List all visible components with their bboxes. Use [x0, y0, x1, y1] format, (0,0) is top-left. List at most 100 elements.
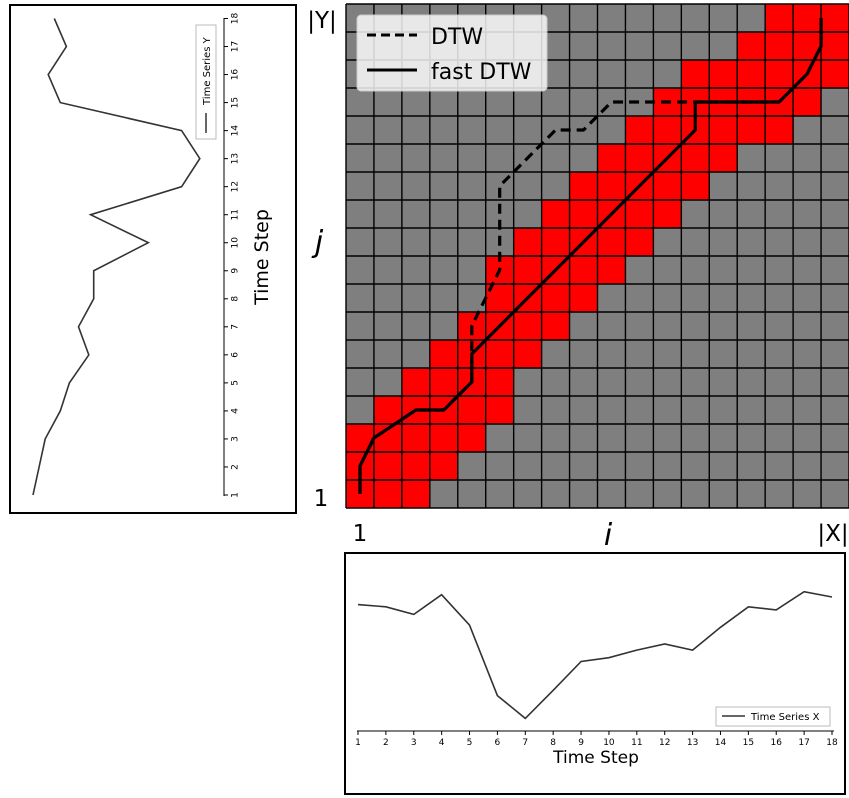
window-cell [429, 424, 458, 452]
matrix-y-start-label: 1 [314, 486, 329, 512]
window-cell [793, 88, 822, 116]
warping-paths [358, 18, 823, 494]
window-cell [429, 340, 458, 368]
window-cell [597, 144, 626, 172]
x-tick-label: 15 [743, 738, 754, 748]
x-tick-label: 9 [578, 738, 584, 748]
window-cell [401, 452, 430, 480]
window-cell [737, 60, 766, 88]
y-tick-label: 1 [231, 492, 241, 498]
time-series-y-legend-label: Time Series Y [202, 36, 213, 106]
window-cell [765, 116, 794, 144]
window-cell [485, 368, 514, 396]
y-tick-label: 11 [231, 209, 241, 220]
matrix-y-end-label: |Y| [307, 8, 337, 34]
x-tick-label: 1 [355, 738, 361, 748]
matrix-x-label: i [604, 518, 613, 553]
y-tick-label: 4 [231, 408, 241, 414]
y-tick-label: 17 [231, 41, 241, 52]
time-series-x-legend-label: Time Series X [750, 712, 820, 723]
window-cell [709, 144, 738, 172]
window-cell [513, 256, 542, 284]
window-cell [541, 284, 570, 312]
window-cell [569, 172, 598, 200]
window-cell [793, 4, 822, 32]
matrix-x-end-label: |X| [817, 521, 848, 547]
window-cell [765, 60, 794, 88]
window-cell [485, 396, 514, 424]
matrix-x-start-label: 1 [353, 521, 368, 547]
time-series-y-axis-label: Time Step [251, 209, 273, 306]
dtw-cost-matrix: DTW fast DTW |Y| j 1 1 i |X| [307, 3, 849, 553]
y-tick-label: 18 [231, 13, 241, 25]
window-cell [597, 172, 626, 200]
x-tick-label: 14 [715, 738, 727, 748]
x-tick-label: 12 [659, 738, 670, 748]
window-cell [821, 60, 849, 88]
x-tick-label: 16 [771, 738, 783, 748]
time-series-x-axis-label: Time Step [552, 748, 639, 768]
time-series-x-panel: 1 2 3 4 5 6 7 8 9 10 11 12 13 14 15 16 17 18 Time Step Ti… [344, 552, 846, 795]
y-tick-label: 6 [231, 352, 241, 358]
x-tick-label: 8 [550, 738, 556, 748]
window-cell [513, 340, 542, 368]
y-tick-label: 14 [231, 125, 241, 137]
window-cell [513, 228, 542, 256]
window-cell [737, 116, 766, 144]
window-cell [625, 228, 654, 256]
x-tick-label: 5 [467, 738, 473, 748]
window-cell [429, 368, 458, 396]
y-tick-label: 16 [231, 69, 241, 81]
window-cell [681, 60, 710, 88]
window-cell [401, 368, 430, 396]
window-cell [373, 396, 402, 424]
x-tick-label: 13 [687, 738, 698, 748]
window-cell [765, 4, 794, 32]
y-tick-label: 8 [231, 296, 241, 302]
y-tick-label: 13 [231, 153, 241, 164]
window-cell [485, 340, 514, 368]
y-tick-label: 3 [231, 436, 241, 442]
time-series-y-line [32, 18, 201, 496]
y-tick-label: 5 [231, 380, 241, 386]
x-tick-label: 18 [826, 738, 838, 748]
window-cell [541, 200, 570, 228]
window-cell [429, 452, 458, 480]
y-tick-label: 2 [231, 464, 241, 470]
time-series-x-frame [344, 552, 846, 795]
y-tick-label: 12 [231, 181, 241, 192]
time-series-y-frame [9, 4, 297, 514]
window-cell [373, 480, 402, 508]
window-cell [625, 116, 654, 144]
x-tick-label: 7 [522, 738, 528, 748]
window-cell [569, 200, 598, 228]
window-cell [653, 200, 682, 228]
window-cell [821, 32, 849, 60]
matrix-y-label: j [311, 225, 324, 260]
window-cell [457, 424, 486, 452]
y-tick-label: 7 [231, 324, 241, 330]
x-tick-label: 11 [631, 738, 642, 748]
x-tick-label: 3 [411, 738, 417, 748]
window-cell [373, 452, 402, 480]
x-tick-label: 4 [439, 738, 445, 748]
window-cell [401, 424, 430, 452]
window-cell [821, 4, 849, 32]
y-tick-label: 9 [231, 268, 241, 274]
y-tick-label: 10 [231, 237, 241, 249]
fast-dtw-path [358, 18, 823, 494]
time-series-x-line [357, 590, 833, 720]
window-cell [709, 116, 738, 144]
window-cell [653, 172, 682, 200]
x-tick-label: 10 [603, 738, 615, 748]
window-cell [569, 256, 598, 284]
x-tick-label: 6 [495, 738, 501, 748]
window-cell [681, 172, 710, 200]
legend-dtw-label: DTW [431, 25, 483, 50]
window-cell [541, 228, 570, 256]
window-cell [709, 60, 738, 88]
window-cell [625, 200, 654, 228]
window-cell [653, 116, 682, 144]
